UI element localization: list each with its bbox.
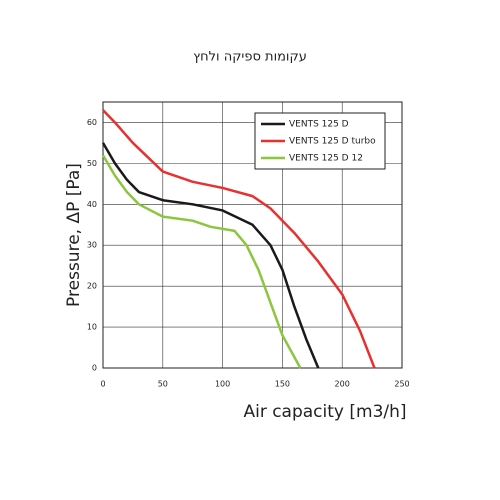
y-tick-label: 40: [87, 200, 97, 209]
y-axis-label: Pressure, ΔP [Pa]: [64, 163, 84, 307]
y-tick-label: 0: [92, 364, 97, 373]
y-tick-label: 30: [87, 241, 97, 250]
chart-title: עקומות ספיקה ולחץ: [193, 50, 307, 65]
legend-label: VENTS 125 D: [289, 120, 349, 130]
y-tick-label: 60: [87, 118, 97, 127]
x-tick-label: 250: [394, 380, 409, 389]
plot-frame: [102, 101, 403, 369]
series-line: [101, 154, 302, 369]
x-tick-label: 150: [275, 380, 290, 389]
y-tick-label: 50: [87, 159, 97, 168]
series-line: [102, 109, 376, 369]
y-tick-label: 20: [87, 282, 97, 291]
y-tick-label: 10: [87, 323, 97, 332]
series-line: [101, 142, 320, 369]
x-axis-label: Air capacity [m3/h]: [243, 402, 406, 422]
legend-label: VENTS 125 D turbo: [289, 137, 376, 147]
legend-label: VENTS 125 D 12: [289, 154, 363, 164]
x-tick-label: 100: [215, 380, 230, 389]
x-tick-label: 0: [100, 380, 105, 389]
x-tick-label: 200: [335, 380, 350, 389]
x-tick-label: 50: [158, 380, 168, 389]
